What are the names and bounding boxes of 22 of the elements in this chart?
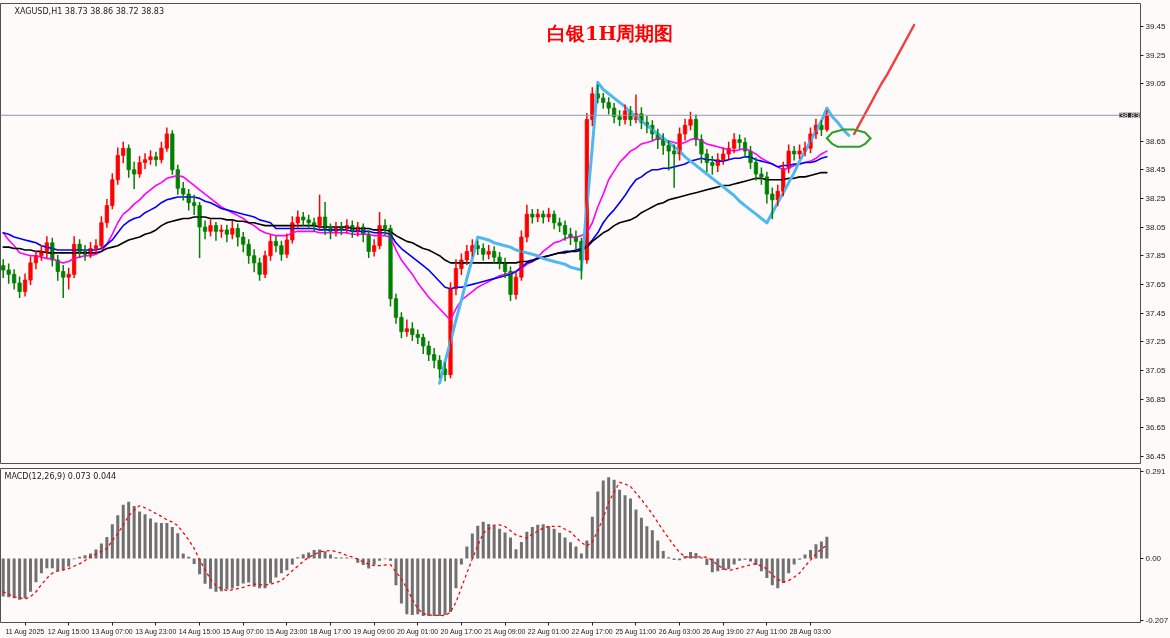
y-tick-label: 38.25 [1145, 193, 1167, 203]
y-tick-label: 36.45 [1145, 451, 1167, 461]
ref-line-label: 38.83 [1119, 110, 1141, 120]
y-tick-label: 37.65 [1145, 279, 1167, 289]
y-tick-label: 38.05 [1145, 222, 1167, 232]
y-tick-label: 0.291 [1145, 467, 1167, 477]
y-tick-label: 37.25 [1145, 337, 1167, 347]
y-tick-label: 39.25 [1145, 50, 1167, 60]
y-tick-label: 36.65 [1145, 423, 1167, 433]
chart-title: MACD(12,26,9) 0.073 0.044 [4, 471, 117, 481]
y-tick-label: 36.85 [1145, 394, 1167, 404]
y-tick-label: 38.45 [1145, 165, 1167, 175]
y-tick-label: 38.65 [1145, 136, 1167, 146]
y-tick-label: 39.45 [1145, 21, 1167, 31]
y-tick-label: 39.05 [1145, 79, 1167, 89]
y-tick-label: 0.00 [1145, 553, 1162, 563]
text: 白银1H周期图 [547, 21, 674, 44]
annotation: XAGUSD,H1 38.73 38.86 38.72 38.83 [14, 6, 165, 16]
y-tick-label: 37.45 [1145, 308, 1167, 318]
y-tick-label: -0.207 [1145, 615, 1169, 625]
y-tick-label: 37.85 [1145, 251, 1167, 261]
y-tick-label: 37.05 [1145, 365, 1167, 375]
